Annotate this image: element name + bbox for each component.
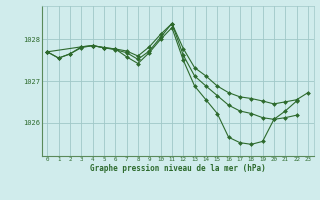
X-axis label: Graphe pression niveau de la mer (hPa): Graphe pression niveau de la mer (hPa) bbox=[90, 164, 266, 173]
